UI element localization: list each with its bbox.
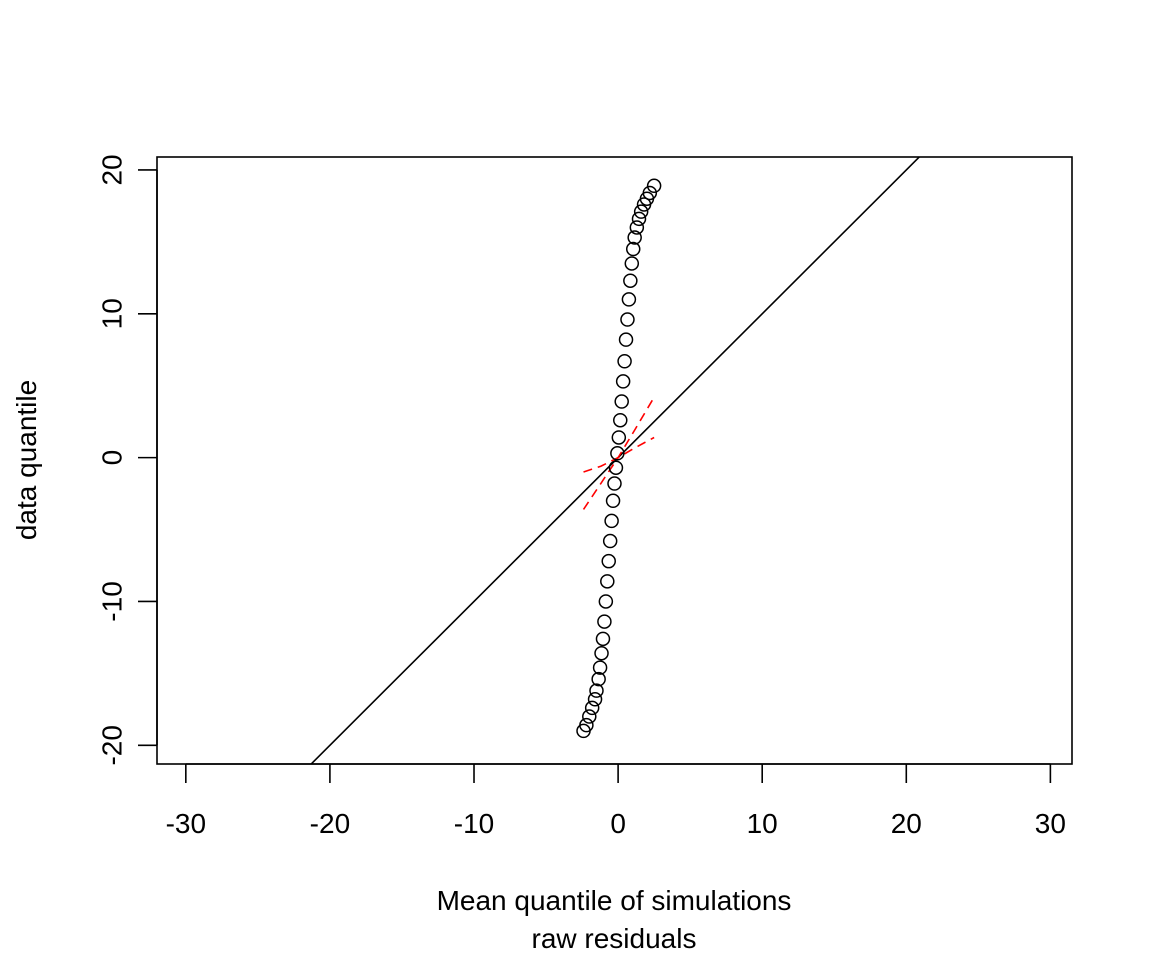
y-axis-label: data quantile	[11, 380, 42, 540]
x-tick-label: 20	[891, 808, 922, 839]
x-tick-label: -20	[310, 808, 350, 839]
x-tick-label: 0	[610, 808, 626, 839]
data-point	[608, 460, 624, 475]
x-tick-label: 30	[1035, 808, 1066, 839]
x-axis-label: Mean quantile of simulations	[437, 885, 792, 916]
x-tick-label: -10	[454, 808, 494, 839]
envelope-upper	[583, 436, 655, 473]
data-point	[610, 446, 625, 461]
data-point	[582, 709, 597, 724]
data-point	[623, 273, 638, 288]
data-point	[631, 211, 647, 227]
y-tick-label: 10	[97, 298, 128, 329]
y-tick-label: 0	[97, 450, 128, 466]
data-point	[591, 671, 606, 687]
data-point	[579, 717, 594, 733]
x-tick-label: -30	[166, 808, 206, 839]
data-point	[614, 394, 629, 409]
data-point	[646, 178, 662, 194]
data-point	[595, 631, 611, 647]
data-point	[587, 692, 603, 707]
data-point	[611, 430, 627, 445]
data-point	[625, 241, 641, 257]
data-point	[620, 312, 635, 327]
y-axis: -20 -10 0 10 20	[97, 154, 158, 766]
x-tick-label: 10	[747, 808, 778, 839]
data-point	[629, 220, 645, 235]
data-point	[604, 513, 619, 529]
x-axis-sublabel: raw residuals	[532, 923, 697, 954]
data-point	[600, 574, 615, 589]
data-point	[584, 700, 600, 716]
data-point	[598, 594, 614, 609]
data-point	[618, 332, 634, 347]
x-axis: -30 -20 -10 0 10 20 30	[166, 763, 1066, 839]
data-point	[597, 614, 612, 629]
data-point	[605, 493, 621, 509]
data-point	[601, 553, 616, 569]
data-point	[607, 476, 622, 491]
data-point	[642, 185, 658, 201]
y-tick-label: 20	[97, 154, 128, 185]
data-point	[613, 412, 628, 428]
data-point	[615, 374, 631, 389]
data-point	[621, 292, 637, 307]
data-point	[624, 256, 640, 271]
data-point	[617, 354, 632, 369]
data-point	[602, 533, 618, 549]
data-point	[594, 645, 609, 661]
data-point	[627, 230, 642, 245]
data-point	[589, 683, 604, 698]
data-point	[633, 204, 649, 219]
envelope-lower	[582, 396, 655, 510]
y-tick-label: -10	[97, 581, 128, 621]
data-point	[592, 660, 608, 675]
y-tick-label: -20	[97, 725, 128, 765]
data-points	[576, 178, 662, 739]
